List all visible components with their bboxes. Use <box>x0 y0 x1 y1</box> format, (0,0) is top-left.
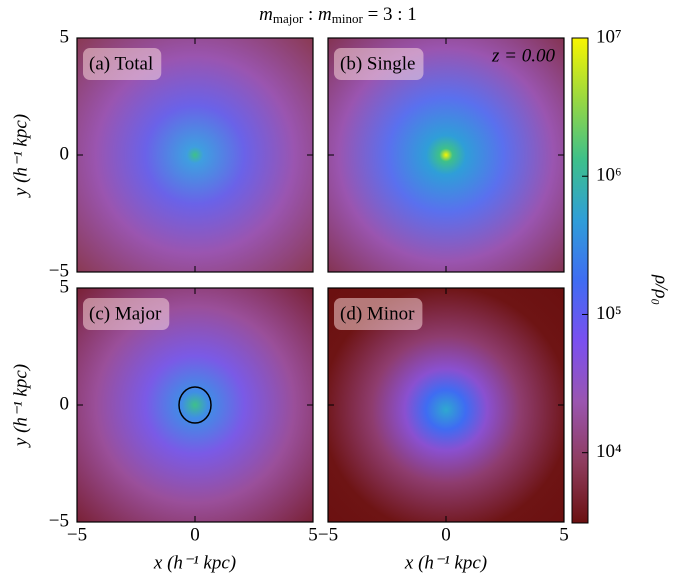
x-axis-label: x (h⁻¹ kpc) <box>404 552 487 573</box>
title-part: m <box>318 4 332 25</box>
title-part: : <box>303 4 318 25</box>
x-axis-label: x (h⁻¹ kpc) <box>153 552 236 573</box>
y-axis-label: y (h⁻¹ kpc) <box>10 364 31 448</box>
contour <box>178 386 212 424</box>
x-tick-label: 0 <box>190 524 200 545</box>
colorbar <box>571 37 589 524</box>
panel-label-box <box>334 298 423 330</box>
panel-label-box <box>334 48 424 80</box>
panel-label: (d) Minor <box>340 303 415 324</box>
x-tick-label: 5 <box>308 524 318 545</box>
title-part: = 3 : 1 <box>363 4 417 25</box>
y-tick-label: −5 <box>49 510 69 531</box>
colorbar-tick-label: 10⁶ <box>596 165 622 186</box>
x-tick-label: −5 <box>318 524 338 545</box>
title-part: m <box>259 4 273 25</box>
panel-label: (a) Total <box>89 53 153 74</box>
x-tick-label: −5 <box>67 524 87 545</box>
y-axis-label: y (h⁻¹ kpc) <box>10 114 31 198</box>
y-tick-label: 5 <box>60 276 70 297</box>
colorbar-tick-label: 10⁴ <box>596 441 622 462</box>
panel-label: (b) Single <box>340 53 415 74</box>
title: mmajor : mminor = 3 : 1 <box>259 4 417 26</box>
colorbar-tick-label: 10⁵ <box>596 303 622 324</box>
y-tick-label: −5 <box>49 260 69 281</box>
panel-label-box <box>83 298 170 330</box>
y-tick-label: 0 <box>60 143 70 164</box>
panel-label: (c) Major <box>89 303 162 324</box>
title-part: minor <box>332 11 364 26</box>
colorbar-label: ρ/ρ₀ <box>651 274 672 305</box>
y-tick-label: 0 <box>60 393 70 414</box>
title-part: major <box>273 11 304 26</box>
x-tick-label: 5 <box>559 524 569 545</box>
y-tick-label: 5 <box>60 26 70 47</box>
x-tick-label: 0 <box>441 524 451 545</box>
annotation: z = 0.00 <box>491 45 555 66</box>
panel-label-box <box>83 48 162 80</box>
colorbar-tick-label: 10⁷ <box>596 26 622 47</box>
